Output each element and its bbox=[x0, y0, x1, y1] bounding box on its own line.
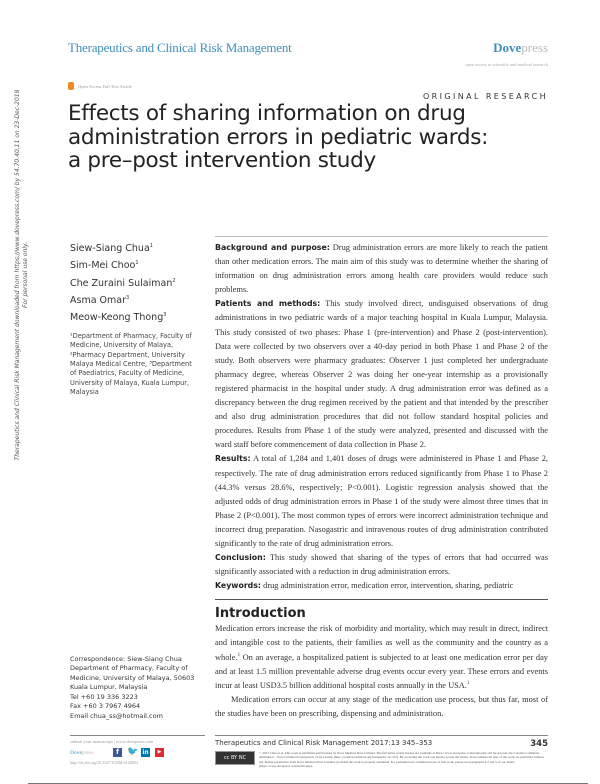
abstract-divider bbox=[215, 599, 548, 601]
journal-title: Therapeutics and Clinical Risk Managemen… bbox=[68, 40, 292, 55]
publisher-logo-part: Dove bbox=[493, 40, 522, 55]
publisher-logo: Dovepress bbox=[493, 40, 548, 56]
email-link[interactable]: Email chua_ss@hotmail.com bbox=[70, 711, 163, 720]
affiliations: ¹Department of Pharmacy, Faculty of Medi… bbox=[70, 331, 192, 397]
author-list: Siew-Siang Chua1 Sim-Mei Choo1 Che Zurai… bbox=[70, 239, 205, 326]
open-access-text: Open Access Full Text Article bbox=[78, 83, 133, 89]
article-type: ORIGINAL RESEARCH bbox=[422, 92, 548, 101]
citation: Therapeutics and Clinical Risk Managemen… bbox=[215, 739, 433, 747]
creative-commons-badge: cc BY NC bbox=[215, 751, 255, 765]
dovepress-logo: Dovepress bbox=[70, 749, 94, 756]
author: Che Zuraini Sulaiman2 bbox=[70, 277, 176, 289]
open-access-label: Open Access Full Text Article bbox=[68, 82, 132, 90]
youtube-icon[interactable]: ▶ bbox=[155, 748, 164, 757]
section-heading: Introduction bbox=[215, 606, 306, 622]
download-notice-line: Therapeutics and Clinical Risk Managemen… bbox=[14, 89, 21, 461]
abstract: Background and purpose: Drug administrat… bbox=[215, 236, 548, 593]
author: Meow-Keong Thong3 bbox=[70, 312, 167, 324]
right-column: Background and purpose: Drug administrat… bbox=[215, 236, 548, 735]
download-notice-line: For personal use only. bbox=[22, 242, 29, 308]
facebook-icon[interactable]: f bbox=[113, 748, 122, 757]
introduction-body: Medication errors increase the risk of m… bbox=[215, 624, 548, 718]
article-body: Siew-Siang Chua1 Sim-Mei Choo1 Che Zurai… bbox=[28, 236, 588, 784]
open-access-lock-icon bbox=[68, 82, 74, 90]
author: Sim-Mei Choo1 bbox=[70, 260, 139, 272]
download-notice: Therapeutics and Clinical Risk Managemen… bbox=[14, 50, 30, 500]
twitter-icon[interactable]: 🐦 bbox=[127, 747, 139, 757]
page-number: 345 bbox=[530, 739, 548, 749]
title-line: a pre–post intervention study bbox=[68, 148, 376, 173]
footer-right: Therapeutics and Clinical Risk Managemen… bbox=[215, 735, 548, 769]
title-line: Effects of sharing information on drug bbox=[68, 101, 466, 126]
linkedin-icon[interactable]: in bbox=[141, 748, 150, 757]
footer-left: submit your manuscript | www.dovepress.c… bbox=[70, 735, 205, 769]
correspondence: Correspondence: Siew-Siang Chua Departmen… bbox=[70, 643, 200, 722]
publisher-logo-part: press bbox=[521, 40, 548, 55]
article-title: Effects of sharing information on drug ad… bbox=[68, 102, 488, 173]
left-column: Siew-Siang Chua1 Sim-Mei Choo1 Che Zurai… bbox=[70, 236, 205, 735]
title-line: administration errors in pediatric wards… bbox=[68, 124, 489, 150]
author: Asma Omar3 bbox=[70, 295, 130, 307]
page-bottom-rule bbox=[28, 782, 588, 784]
author: Siew-Siang Chua1 bbox=[70, 243, 153, 255]
social-links: Dovepress f 🐦 in ▶ bbox=[70, 748, 205, 757]
doi-link[interactable]: http://dx.doi.org/10.2147/TCRM.S128004 bbox=[70, 760, 138, 765]
license-text: © 2017 Chua et al. This work is publishe… bbox=[259, 751, 544, 769]
publisher-tagline: open access to scientific and medical re… bbox=[465, 62, 548, 67]
submit-link[interactable]: submit your manuscript | www.dovepress.c… bbox=[70, 739, 154, 744]
